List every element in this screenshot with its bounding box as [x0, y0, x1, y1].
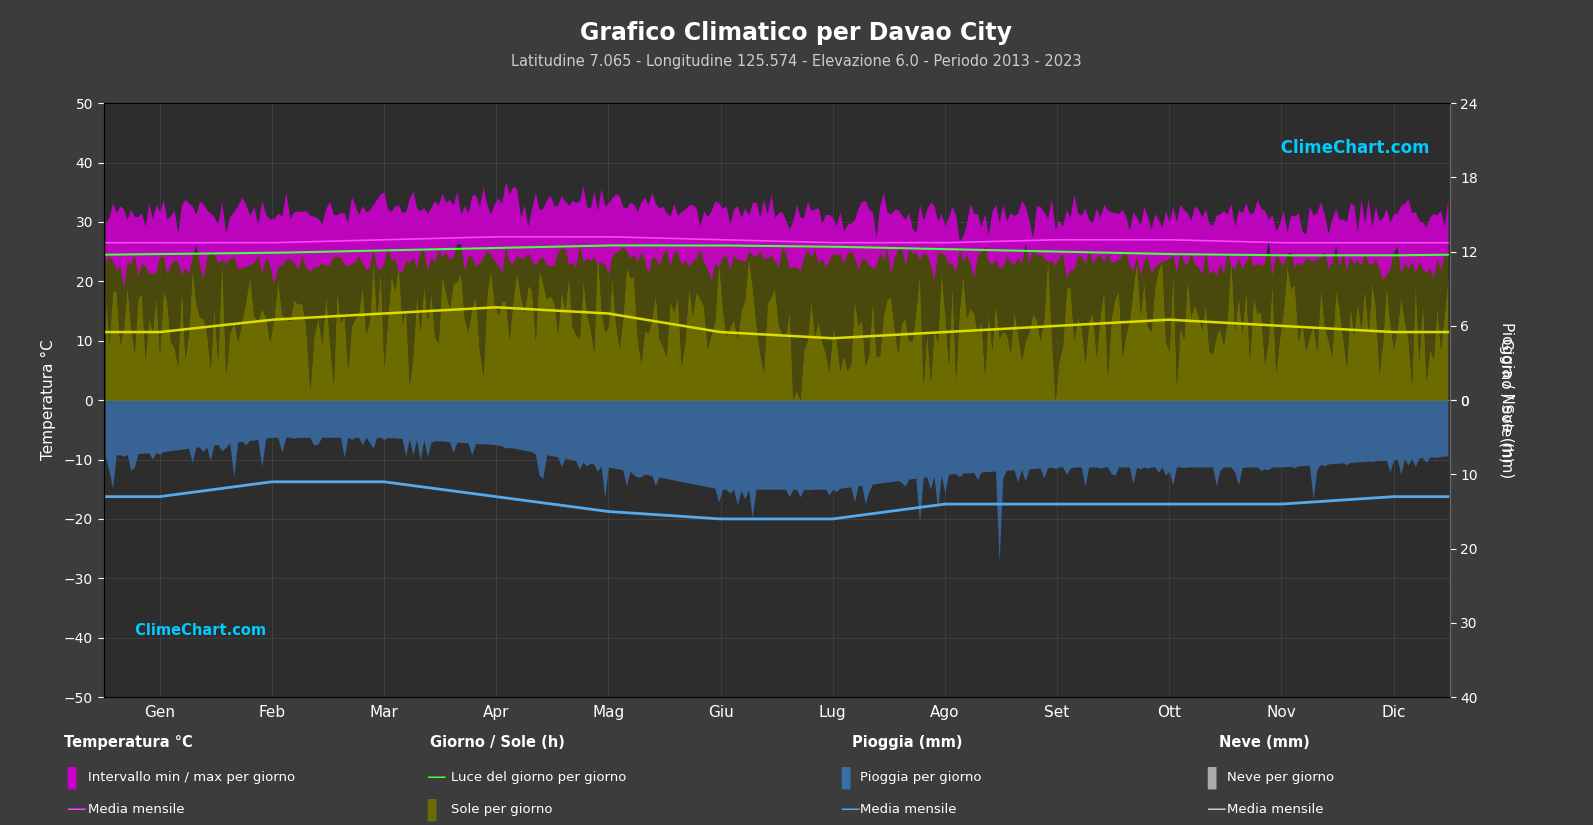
Text: ▌: ▌ [67, 766, 84, 790]
Y-axis label: Giorno / Sole (h): Giorno / Sole (h) [1499, 337, 1513, 463]
Text: Pioggia per giorno: Pioggia per giorno [860, 771, 981, 785]
Text: ClimeChart.com: ClimeChart.com [131, 623, 266, 638]
Text: Latitudine 7.065 - Longitudine 125.574 - Elevazione 6.0 - Periodo 2013 - 2023: Latitudine 7.065 - Longitudine 125.574 -… [511, 54, 1082, 68]
Text: —: — [67, 799, 86, 819]
Y-axis label: Pioggia / Neve (mm): Pioggia / Neve (mm) [1499, 322, 1513, 478]
Text: —: — [427, 768, 446, 788]
Y-axis label: Temperatura °C: Temperatura °C [40, 340, 56, 460]
Text: Neve per giorno: Neve per giorno [1227, 771, 1333, 785]
Text: Media mensile: Media mensile [88, 803, 185, 816]
Text: —: — [1207, 799, 1227, 819]
Text: Temperatura °C: Temperatura °C [64, 734, 193, 750]
Text: Sole per giorno: Sole per giorno [451, 803, 553, 816]
Text: ClimeChart.com: ClimeChart.com [1274, 139, 1429, 157]
Text: Neve (mm): Neve (mm) [1219, 734, 1309, 750]
Text: ▌: ▌ [1207, 766, 1225, 790]
Text: Luce del giorno per giorno: Luce del giorno per giorno [451, 771, 626, 785]
Text: Media mensile: Media mensile [860, 803, 957, 816]
Text: Media mensile: Media mensile [1227, 803, 1324, 816]
Text: ▌: ▌ [427, 798, 444, 821]
Text: Pioggia (mm): Pioggia (mm) [852, 734, 962, 750]
Text: Grafico Climatico per Davao City: Grafico Climatico per Davao City [580, 21, 1013, 45]
Text: —: — [841, 799, 860, 819]
Text: Intervallo min / max per giorno: Intervallo min / max per giorno [88, 771, 295, 785]
Text: Giorno / Sole (h): Giorno / Sole (h) [430, 734, 566, 750]
Text: ▌: ▌ [841, 766, 859, 790]
